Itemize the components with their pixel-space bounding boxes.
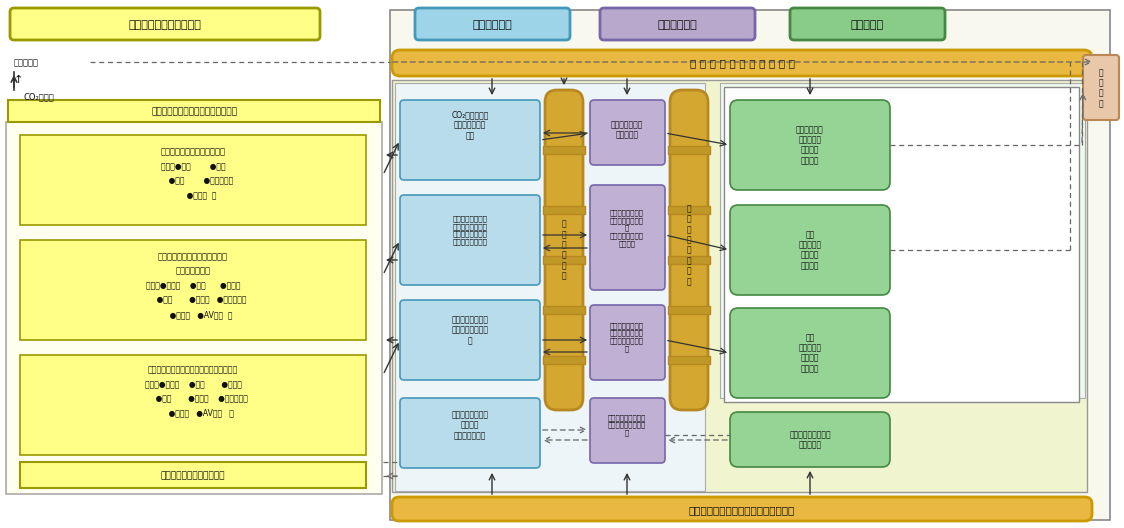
Text: 事業者の行動: 事業者の行動	[658, 20, 697, 30]
Text: 行政の行動: 行政の行動	[851, 20, 883, 30]
Text: 地球温暖化: 地球温暖化	[13, 58, 39, 67]
Bar	[668, 356, 710, 364]
FancyBboxPatch shape	[790, 8, 945, 40]
Bar	[720, 83, 1085, 398]
FancyBboxPatch shape	[400, 195, 540, 285]
Text: ●給湯       ●冷蔵庫    ●複層ガラス: ●給湯 ●冷蔵庫 ●複層ガラス	[138, 394, 247, 403]
Bar	[390, 10, 1111, 520]
Text: （例）●冷暖房    ●照明       ●断熱材: （例）●冷暖房 ●照明 ●断熱材	[145, 381, 242, 390]
Text: 生活者ニーズの喚起
生活者ニーズへの対
応: 生活者ニーズの喚起 生活者ニーズへの対 応	[608, 414, 646, 436]
Text: 環 境 配 慮 の た め の コ ス ト: 環 境 配 慮 の た め の コ ス ト	[689, 58, 795, 68]
Bar	[20, 135, 366, 225]
Text: エネルギー利用機器の使用方法・管理方法: エネルギー利用機器の使用方法・管理方法	[148, 365, 238, 374]
Text: エネルギー利用へ
のニーズ
（利便、快適）: エネルギー利用へ のニーズ （利便、快適）	[452, 410, 489, 440]
Text: 省エネとなるよう
な使用・管理の手
間を省くような製
品: 省エネとなるよう な使用・管理の手 間を省くような製 品	[610, 322, 644, 352]
Bar	[668, 206, 710, 214]
Bar	[724, 87, 1079, 402]
FancyBboxPatch shape	[400, 300, 540, 380]
FancyBboxPatch shape	[590, 305, 665, 380]
Text: 社会資本・社会制度
の整備等・: 社会資本・社会制度 の整備等・	[789, 430, 831, 450]
Text: ●給湯       ●冷蔵庫   ●複層ガラス: ●給湯 ●冷蔵庫 ●複層ガラス	[139, 296, 246, 305]
FancyBboxPatch shape	[415, 8, 570, 40]
FancyBboxPatch shape	[600, 8, 755, 40]
FancyBboxPatch shape	[729, 412, 890, 467]
FancyBboxPatch shape	[1084, 55, 1120, 120]
Bar	[668, 146, 710, 154]
FancyBboxPatch shape	[590, 100, 665, 165]
Text: ↑: ↑	[13, 75, 24, 85]
Text: 気
候
変
動: 気 候 変 動	[1098, 68, 1104, 108]
Text: 規制
経済的手法
情報提供
環境教育: 規制 経済的手法 情報提供 環境教育	[798, 230, 822, 270]
FancyBboxPatch shape	[729, 100, 890, 190]
Text: 社会資本整備
経済的手法
情報提供
環境教育: 社会資本整備 経済的手法 情報提供 環境教育	[796, 125, 824, 165]
Bar	[20, 462, 366, 488]
Bar	[668, 256, 710, 264]
Text: ●洗濯機   ●AV機器   等: ●洗濯機 ●AV機器 等	[152, 409, 234, 418]
Text: 供給する機器のエ
ネルギー効率の決
定
製造段階の環境配
慮の有無: 供給する機器のエ ネルギー効率の決 定 製造段階の環境配 慮の有無	[610, 210, 644, 247]
FancyBboxPatch shape	[590, 185, 665, 290]
Text: 省エネルギー型の
製品の選択（ライ
フサイクルでの負
荷の意義の有無）: 省エネルギー型の 製品の選択（ライ フサイクルでの負 荷の意義の有無）	[453, 215, 488, 244]
Bar	[392, 80, 1087, 492]
Text: （例）●冷暖房    ●照明      ●断熱材: （例）●冷暖房 ●照明 ●断熱材	[146, 281, 241, 290]
FancyBboxPatch shape	[392, 50, 1093, 76]
Bar	[8, 100, 380, 122]
Text: 環
境
保
全
意
識: 環 境 保 全 意 識	[562, 220, 566, 280]
FancyBboxPatch shape	[590, 398, 665, 463]
Bar	[20, 240, 366, 340]
Text: CO₂の排出: CO₂の排出	[24, 92, 55, 101]
Text: （例）●灯油        ●電気: （例）●灯油 ●電気	[161, 163, 225, 172]
Text: 省エネルギーとな
るような使用・管
理: 省エネルギーとな るような使用・管 理	[452, 315, 489, 345]
Text: エネルギー利用に関わる社会的な風潮: エネルギー利用に関わる社会的な風潮	[689, 505, 795, 515]
Text: エネルギー効率: エネルギー効率	[175, 267, 210, 276]
Bar	[543, 206, 584, 214]
FancyBboxPatch shape	[400, 100, 540, 180]
Bar	[6, 122, 382, 494]
Bar	[668, 306, 710, 314]
FancyBboxPatch shape	[670, 90, 708, 410]
FancyBboxPatch shape	[392, 497, 1093, 521]
Bar	[395, 83, 705, 491]
Text: 事
業
者
の
イ
メ
ー
ジ: 事 業 者 の イ メ ー ジ	[687, 204, 691, 286]
Text: 供給するエネル
ギーの決定: 供給するエネル ギーの決定	[610, 120, 643, 140]
Text: 使用するエネルギー利用機器の: 使用するエネルギー利用機器の	[158, 252, 228, 261]
Bar	[543, 306, 584, 314]
FancyBboxPatch shape	[10, 8, 320, 40]
Text: 生活者の行動: 生活者の行動	[472, 20, 511, 30]
Text: 環境負荷を規定する要素: 環境負荷を規定する要素	[128, 20, 201, 30]
Bar	[20, 355, 366, 455]
Text: CO₂排出の少な
いエネルギーの
選択: CO₂排出の少な いエネルギーの 選択	[452, 110, 489, 140]
Text: ●ガス        ●太陽光発電: ●ガス ●太陽光発電	[153, 176, 234, 185]
Text: 家庭におけるエネルギー利用の変化: 家庭におけるエネルギー利用の変化	[151, 108, 237, 117]
Text: 規制
経済的手法
情報提供
環境教育: 規制 経済的手法 情報提供 環境教育	[798, 333, 822, 373]
FancyBboxPatch shape	[729, 205, 890, 295]
Bar	[543, 356, 584, 364]
Text: エネルギー利用へのニーズ: エネルギー利用へのニーズ	[161, 472, 225, 480]
Text: ●洗濯機   ●AV機器  等: ●洗濯機 ●AV機器 等	[153, 310, 233, 319]
Bar	[543, 146, 584, 154]
Text: ●太陽熱  等: ●太陽熱 等	[170, 192, 216, 201]
Bar	[543, 256, 584, 264]
FancyBboxPatch shape	[545, 90, 583, 410]
FancyBboxPatch shape	[400, 398, 540, 468]
FancyBboxPatch shape	[729, 308, 890, 398]
Text: 使用されるエネルギーの種類: 使用されるエネルギーの種類	[161, 147, 226, 156]
